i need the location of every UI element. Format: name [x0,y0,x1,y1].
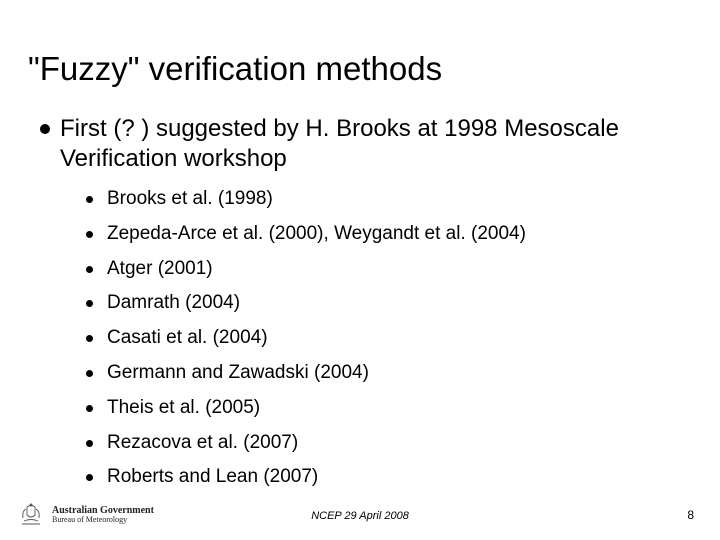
slide-title: "Fuzzy" verification methods [28,50,442,88]
level2-text: Brooks et al. (1998) [107,188,680,211]
level2-text: Atger (2001) [107,258,680,281]
level2-text: Theis et al. (2005) [107,397,680,420]
bullet-dot-icon [86,335,93,342]
bullet-dot-icon [86,474,93,481]
bullet-dot-icon [40,124,50,134]
bullet-dot-icon [86,231,93,238]
level2-text: Zepeda-Arce et al. (2000), Weygandt et a… [107,223,680,246]
level1-text: First (? ) suggested by H. Brooks at 199… [60,114,680,174]
level2-list: Brooks et al. (1998) Zepeda-Arce et al. … [86,188,680,489]
level2-text: Roberts and Lean (2007) [107,466,680,489]
level2-bullet-item: Rezacova et al. (2007) [86,432,680,455]
level2-bullet-item: Zepeda-Arce et al. (2000), Weygandt et a… [86,223,680,246]
level2-bullet-item: Casati et al. (2004) [86,327,680,350]
level2-bullet-item: Germann and Zawadski (2004) [86,362,680,385]
bullet-dot-icon [86,440,93,447]
level2-bullet-item: Brooks et al. (1998) [86,188,680,211]
level2-text: Damrath (2004) [107,292,680,315]
footer-center-text: NCEP 29 April 2008 [0,510,720,522]
bullet-dot-icon [86,266,93,273]
level2-text: Germann and Zawadski (2004) [107,362,680,385]
slide: "Fuzzy" verification methods First (? ) … [0,0,720,540]
footer-page-number: 8 [687,508,694,522]
body-area: First (? ) suggested by H. Brooks at 199… [40,114,680,501]
level2-bullet-item: Damrath (2004) [86,292,680,315]
level1-bullet-item: First (? ) suggested by H. Brooks at 199… [40,114,680,174]
level2-text: Casati et al. (2004) [107,327,680,350]
level2-bullet-item: Atger (2001) [86,258,680,281]
level2-text: Rezacova et al. (2007) [107,432,680,455]
bullet-dot-icon [86,370,93,377]
level2-bullet-item: Roberts and Lean (2007) [86,466,680,489]
bullet-dot-icon [86,300,93,307]
level2-bullet-item: Theis et al. (2005) [86,397,680,420]
bullet-dot-icon [86,405,93,412]
bullet-dot-icon [86,196,93,203]
